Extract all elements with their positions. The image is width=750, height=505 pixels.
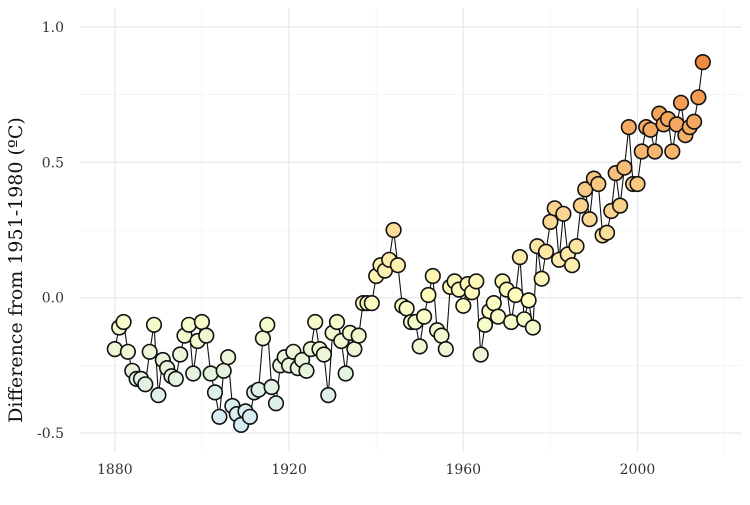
data-point: [298, 362, 315, 379]
data-point: [119, 343, 136, 360]
data-point: [211, 408, 228, 425]
data-point: [685, 113, 703, 130]
data-point: [337, 365, 354, 382]
data-point: [476, 316, 494, 333]
data-point: [145, 316, 163, 333]
data-point: [581, 211, 598, 228]
data-point: [568, 238, 585, 255]
data-point: [524, 319, 542, 336]
data-point: [172, 346, 189, 363]
data-point: [629, 175, 646, 193]
data-point: [468, 273, 485, 290]
data-point: [455, 297, 472, 314]
data-point: [363, 295, 380, 312]
data-point: [315, 346, 333, 363]
data-point: [307, 313, 324, 331]
data-point: [611, 197, 629, 214]
data-point: [254, 330, 271, 347]
data-point: [433, 327, 450, 344]
data-point: [590, 175, 607, 193]
data-point: [672, 94, 690, 111]
data-point: [472, 346, 489, 363]
series-connector-line: [114, 62, 704, 427]
data-point: [664, 143, 681, 160]
data-point: [215, 362, 232, 379]
data-point: [106, 341, 123, 358]
data-point: [533, 270, 550, 287]
x-axis-ticks: 1880 1920 1960 2000: [97, 462, 655, 478]
data-point: [115, 313, 132, 331]
data-point: [690, 89, 707, 106]
data-point: [420, 286, 437, 304]
x-tick-label: 1960: [445, 462, 481, 478]
data-point: [542, 213, 559, 230]
data-point: [220, 349, 237, 366]
data-point: [485, 295, 502, 312]
data-point: [520, 292, 537, 309]
y-axis-title: Difference from 1951-1980 (ºC): [5, 117, 27, 423]
y-tick-label: 0.0: [42, 291, 64, 307]
data-point: [437, 341, 454, 358]
data-point: [267, 395, 285, 412]
data-point: [398, 300, 415, 317]
data-point: [150, 387, 167, 404]
data-point: [141, 343, 158, 360]
data-points: [106, 53, 711, 434]
x-tick-label: 2000: [620, 462, 656, 478]
data-point: [646, 143, 664, 160]
data-point: [328, 313, 346, 331]
data-point: [537, 243, 555, 260]
y-tick-label: 0.5: [42, 155, 64, 171]
data-point: [250, 381, 267, 398]
data-point: [346, 341, 363, 358]
x-tick-label: 1920: [271, 462, 307, 478]
data-point: [616, 159, 633, 176]
data-point: [167, 370, 184, 388]
data-point: [198, 327, 215, 344]
data-point: [563, 257, 581, 274]
data-point: [193, 313, 210, 331]
data-point: [206, 384, 224, 401]
data-point: [555, 205, 572, 222]
data-point: [389, 257, 407, 274]
y-tick-label: -0.5: [37, 426, 64, 442]
data-point: [503, 313, 520, 331]
data-point: [350, 327, 367, 344]
x-tick-label: 1880: [97, 462, 133, 478]
data-point: [511, 249, 529, 266]
data-point: [385, 221, 402, 239]
series-line: [114, 62, 704, 427]
data-point: [202, 365, 219, 382]
data-point: [411, 338, 428, 355]
data-point: [320, 387, 337, 404]
data-point: [185, 365, 202, 382]
data-point: [180, 316, 197, 333]
data-point: [259, 316, 276, 333]
data-point: [241, 408, 258, 425]
data-point: [137, 376, 154, 393]
data-point: [263, 378, 280, 396]
data-point: [694, 53, 711, 71]
data-point: [598, 224, 616, 241]
data-point: [620, 118, 637, 136]
data-point: [424, 267, 441, 285]
y-tick-label: 1.0: [42, 20, 64, 36]
data-point: [572, 197, 590, 214]
y-axis-ticks: -0.5 0.0 0.5 1.0: [37, 20, 64, 442]
data-point: [416, 308, 433, 325]
